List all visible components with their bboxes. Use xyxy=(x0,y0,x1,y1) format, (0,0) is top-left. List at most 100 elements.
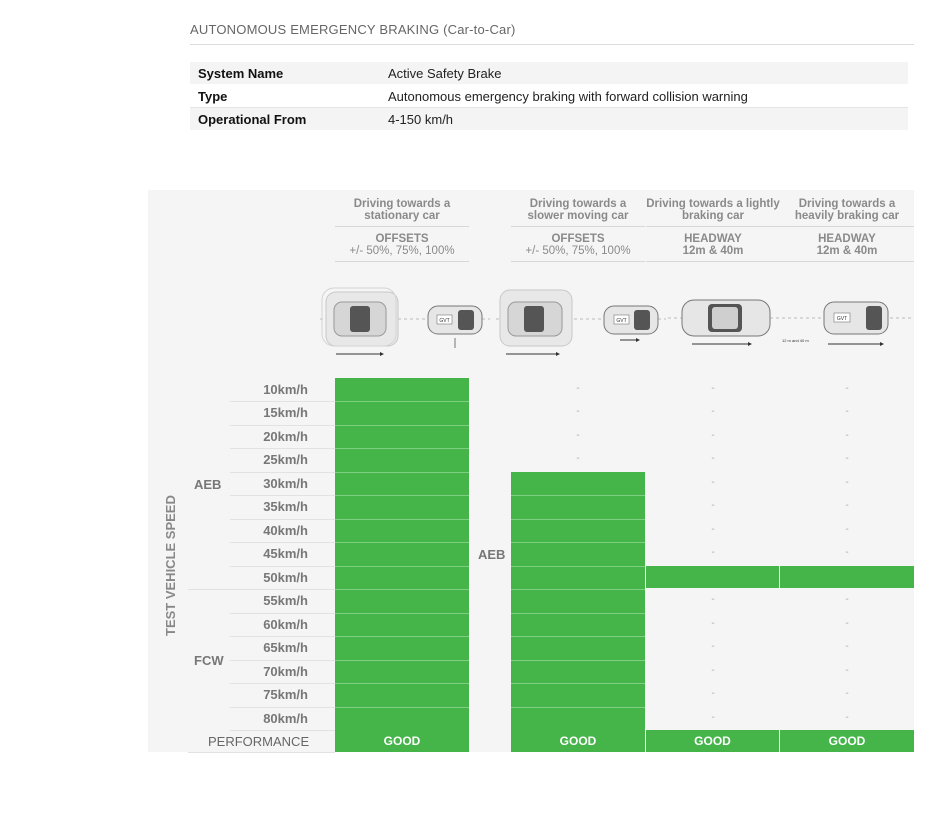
column-title: Driving towards a stationary car xyxy=(353,198,451,222)
spec-row-type: Type Autonomous emergency braking with f… xyxy=(190,85,908,108)
empty-cell-dash: - xyxy=(711,500,715,512)
row-divider xyxy=(230,566,335,567)
empty-cell-dash: - xyxy=(845,711,849,723)
header-divider xyxy=(780,226,914,227)
speed-label: 60km/h xyxy=(263,616,308,632)
empty-cell-dash: - xyxy=(711,406,715,418)
cell-divider xyxy=(511,660,645,661)
speed-label: 80km/h xyxy=(263,710,308,726)
spec-row-system-name: System Name Active Safety Brake xyxy=(190,62,908,84)
row-divider xyxy=(230,683,335,684)
cell-divider xyxy=(511,495,645,496)
cell-divider xyxy=(335,566,469,567)
gvt-label: GVT xyxy=(439,318,449,324)
stationary-car-diagram: GVT xyxy=(320,287,490,356)
empty-cell-dash: - xyxy=(711,453,715,465)
gvt-label: GVT xyxy=(616,318,626,324)
column-subvalue: +/- 50%, 75%, 100% xyxy=(525,245,631,257)
cell-divider xyxy=(511,542,645,543)
column-subvalue: 12m & 40m xyxy=(682,245,744,257)
row-divider xyxy=(230,472,335,473)
speed-label: 75km/h xyxy=(263,687,308,703)
cell-divider xyxy=(511,589,645,590)
header-divider xyxy=(335,261,469,262)
headway-label: 12 m and 40 m xyxy=(782,338,809,343)
cell-divider xyxy=(511,566,645,567)
empty-cell-dash: - xyxy=(711,641,715,653)
speed-label: 10km/h xyxy=(263,382,308,397)
group-divider xyxy=(188,589,335,590)
header-divider xyxy=(511,226,645,227)
cell-divider xyxy=(335,472,469,473)
stationary-car-aeb-cell xyxy=(335,378,469,730)
gvt-label: GVT xyxy=(837,316,847,322)
cell-divider xyxy=(335,542,469,543)
slower-moving-car-diagram: GVT xyxy=(496,289,666,356)
row-divider xyxy=(230,613,335,614)
cell-divider xyxy=(335,636,469,637)
cell-divider xyxy=(335,448,469,449)
spec-label: System Name xyxy=(198,66,284,81)
empty-cell-dash: - xyxy=(711,617,715,629)
cell-divider xyxy=(335,683,469,684)
column-title: Driving towards a slower moving car xyxy=(527,198,629,222)
cell-divider xyxy=(511,636,645,637)
cell-divider xyxy=(335,660,469,661)
column-title: Driving towards a heavily braking car xyxy=(794,198,900,222)
empty-cell-dash: - xyxy=(845,406,849,418)
spec-value: 4-150 km/h xyxy=(388,112,454,127)
speed-label: 35km/h xyxy=(263,499,308,515)
empty-cell-dash: - xyxy=(845,594,849,606)
empty-cell-dash: - xyxy=(711,429,715,441)
empty-cell-dash: - xyxy=(711,664,715,676)
empty-cell-dash: - xyxy=(711,476,715,488)
empty-cell-dash: - xyxy=(711,711,715,723)
cell-divider xyxy=(335,589,469,590)
empty-cell-dash: - xyxy=(576,453,580,465)
performance-rating: GOOD xyxy=(780,730,914,752)
performance-rating: GOOD xyxy=(335,730,469,752)
cell-divider xyxy=(511,519,645,520)
empty-cell-dash: - xyxy=(845,664,849,676)
empty-cell-dash: - xyxy=(845,547,849,559)
header-divider xyxy=(335,226,469,227)
header-divider xyxy=(511,261,645,262)
empty-cell-dash: - xyxy=(576,406,580,418)
empty-cell-dash: - xyxy=(711,383,715,394)
speed-label: 55km/h xyxy=(263,593,308,609)
spec-value: Active Safety Brake xyxy=(388,66,502,81)
slower-moving-car-aeb-cell xyxy=(511,472,645,730)
cell-divider xyxy=(335,495,469,496)
empty-cell-dash: - xyxy=(845,429,849,441)
row-divider xyxy=(230,660,335,661)
column-subtitle: HEADWAY xyxy=(684,233,742,245)
lightly-braking-car-cell xyxy=(646,566,779,588)
spec-value: Autonomous emergency braking with forwar… xyxy=(388,89,748,104)
empty-cell-dash: - xyxy=(711,594,715,606)
braking-cars-diagram: GVT 12 m and 40 m xyxy=(668,299,914,346)
performance-label: PERFORMANCE xyxy=(208,734,310,749)
row-divider xyxy=(230,519,335,520)
speed-label: 25km/h xyxy=(263,452,308,468)
row-divider xyxy=(230,707,335,708)
row-divider xyxy=(230,636,335,637)
column-subtitle: OFFSETS xyxy=(551,233,605,245)
speed-label: 70km/h xyxy=(263,663,308,679)
row-divider xyxy=(230,425,335,426)
empty-cell-dash: - xyxy=(845,453,849,465)
cell-divider xyxy=(335,519,469,520)
empty-cell-dash: - xyxy=(845,617,849,629)
title-divider xyxy=(190,44,914,45)
empty-cell-dash: - xyxy=(711,523,715,535)
row-divider xyxy=(230,401,335,402)
speed-label: 65km/h xyxy=(263,640,308,656)
mid-aeb-label: AEB xyxy=(478,547,506,562)
speed-label: 45km/h xyxy=(263,546,308,562)
cell-divider xyxy=(511,707,645,708)
empty-cell-dash: - xyxy=(711,547,715,559)
fcw-group-label: FCW xyxy=(194,653,224,668)
heavily-braking-car-cell xyxy=(780,566,914,588)
empty-cell-dash: - xyxy=(576,383,580,394)
empty-cell-dash: - xyxy=(845,688,849,700)
cell-divider xyxy=(511,613,645,614)
